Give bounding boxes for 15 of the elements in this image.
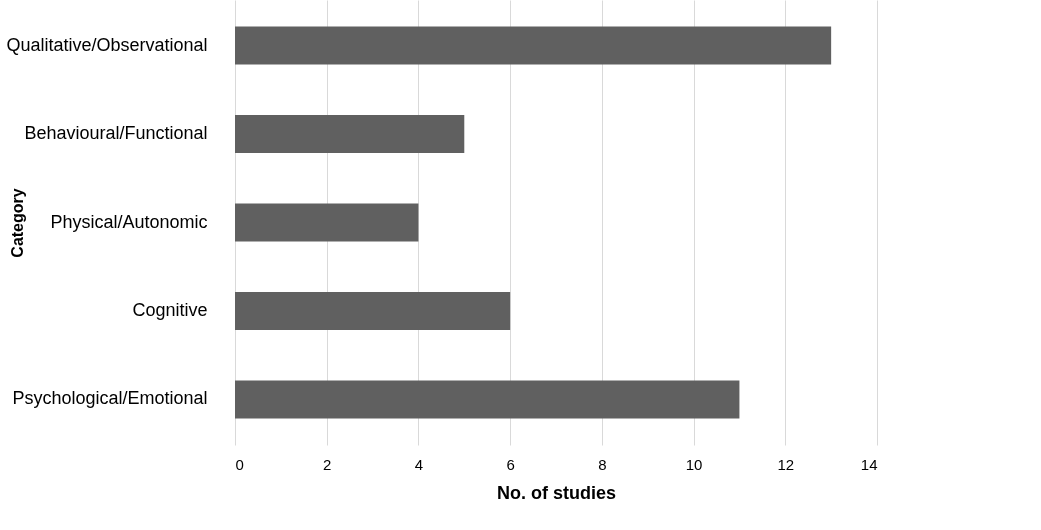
y-tick-label: Behavioural/Functional [24, 123, 208, 144]
y-tick-label: Cognitive [132, 299, 208, 320]
x-tick-label: 2 [323, 455, 332, 473]
x-tick-label: 0 [235, 455, 244, 473]
x-tick-label: 8 [598, 455, 607, 473]
x-tick-label: 14 [860, 455, 878, 473]
x-axis-title: No. of studies [496, 482, 617, 503]
y-tick-label: Qualitative/Observational [6, 34, 208, 55]
x-tick-label: 6 [506, 455, 515, 473]
y-tick-label: Psychological/Emotional [12, 388, 208, 409]
y-tick-label: Physical/Autonomic [50, 211, 208, 232]
x-tick-label: 4 [414, 455, 424, 473]
y-axis-title: Category [8, 188, 26, 258]
x-tick-label: 10 [685, 455, 703, 473]
x-tick-label: 12 [777, 455, 795, 473]
